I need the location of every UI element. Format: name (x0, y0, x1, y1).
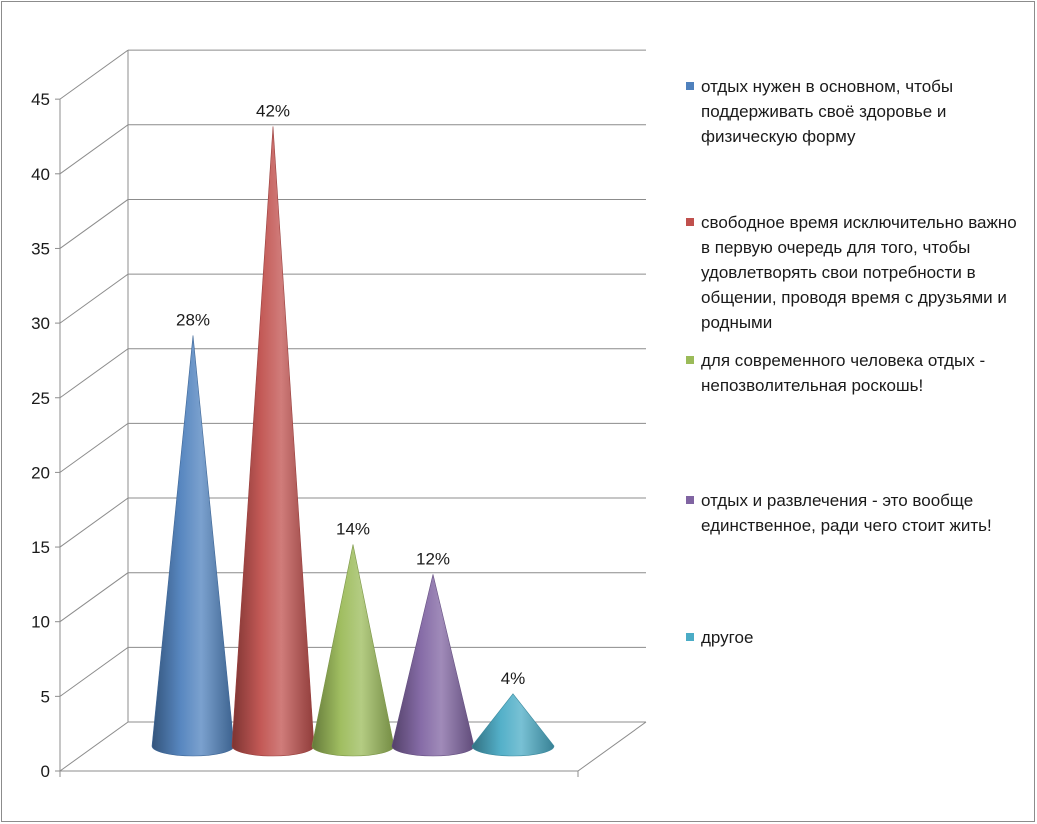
legend-label: свободное время исключительно важно в пе… (701, 213, 1017, 332)
gridline-side (59, 199, 129, 249)
legend-swatch (686, 633, 694, 641)
gridline-side (59, 572, 129, 623)
cone-1 (151, 335, 235, 757)
gridline-side (59, 497, 129, 548)
y-tick-label: 25 (31, 389, 50, 408)
legend-label: другое (701, 628, 754, 647)
legend-item-1: отдых нужен в основном, чтобы поддержива… (686, 74, 1021, 149)
y-tick-label: 30 (31, 314, 50, 333)
cone-3 (311, 544, 395, 757)
cone-5 (471, 693, 555, 757)
legend-label: для современного человека отдых - непозв… (701, 351, 986, 395)
data-label-5: 4% (501, 669, 526, 688)
gridline-side (59, 49, 129, 100)
cone-4 (391, 574, 475, 757)
gridline-side (59, 273, 129, 324)
axes (55, 50, 647, 777)
floor-left-edge (59, 721, 129, 772)
gridline-side (59, 646, 129, 697)
legend-item-3: для современного человека отдых - непозв… (686, 348, 1021, 398)
y-tick-label: 35 (31, 239, 50, 258)
data-label-3: 14% (336, 519, 370, 538)
gridline-side (59, 124, 129, 175)
data-label-2: 42% (256, 101, 290, 120)
legend-swatch (686, 218, 694, 226)
cone-2 (231, 126, 315, 757)
y-tick-label: 45 (31, 90, 50, 109)
legend-item-4: отдых и развлечения - это вообще единств… (686, 488, 1021, 538)
data-label-1: 28% (176, 310, 210, 329)
y-tick-label: 5 (41, 687, 50, 706)
legend-swatch (686, 356, 694, 364)
legend-label: отдых нужен в основном, чтобы поддержива… (701, 77, 954, 146)
data-label-4: 12% (416, 549, 450, 568)
y-tick-label: 0 (41, 762, 50, 781)
legend-label: отдых и развлечения - это вообще единств… (701, 491, 992, 535)
legend-item-5: другое (686, 625, 1021, 650)
y-tick-label: 15 (31, 538, 50, 557)
gridline-side (59, 348, 129, 399)
gridline-side (59, 422, 129, 473)
cones (151, 126, 555, 757)
y-tick-label: 20 (31, 463, 50, 482)
legend-swatch (686, 82, 694, 90)
legend-swatch (686, 496, 694, 504)
y-tick-label: 40 (31, 165, 50, 184)
y-axis-ticks: 0 5 10 15 20 25 30 35 40 45 (31, 90, 50, 781)
y-tick-label: 10 (31, 613, 50, 632)
data-labels: 28% 42% 14% 12% 4% (176, 101, 525, 687)
floor-right-edge (577, 721, 647, 772)
legend-item-2: свободное время исключительно важно в пе… (686, 210, 1021, 335)
